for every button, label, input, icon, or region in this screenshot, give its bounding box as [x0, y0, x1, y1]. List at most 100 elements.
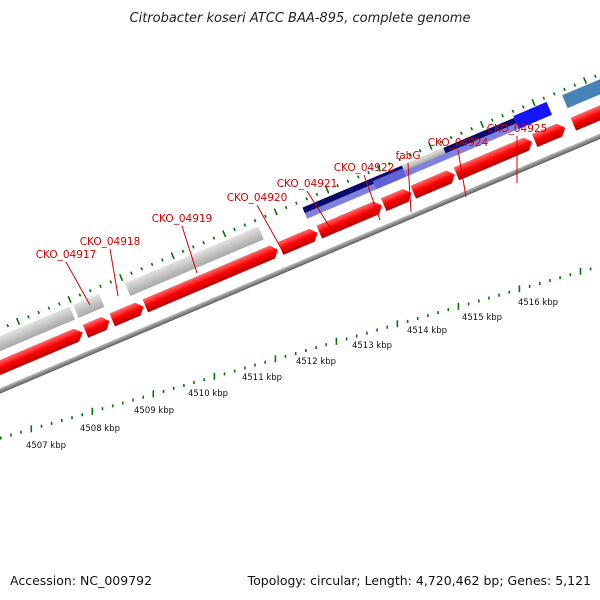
kbp-tick-mark [203, 378, 205, 382]
gene-leader-line [407, 162, 412, 213]
cds-arrow-8 [410, 170, 455, 199]
tick-mark [170, 252, 175, 260]
tick-mark [130, 271, 133, 275]
tick-mark [140, 267, 144, 271]
gray-feature-2 [73, 294, 105, 318]
kbp-label: 4510 kbp [188, 389, 228, 399]
lavender-feature-3 [404, 123, 519, 177]
kbp-tick-mark [569, 273, 572, 277]
kbp-tick-mark [0, 436, 2, 440]
cds-arrow-10 [531, 123, 566, 148]
cds-arrow-7 [381, 188, 412, 212]
kbp-tick-mark [223, 372, 226, 376]
tick-mark [582, 77, 588, 85]
cds-arrow-9 [453, 137, 532, 181]
tick-mark [15, 317, 21, 325]
tick-mark [243, 223, 247, 227]
gene-label: CKO_04921 [277, 178, 338, 190]
kbp-tick-mark [427, 314, 429, 318]
lavender-feature-2 [372, 168, 407, 190]
kbp-tick-mark [457, 302, 460, 310]
gene-label: CKO_04925 [487, 123, 548, 135]
tick-mark [284, 205, 288, 210]
kbp-tick-mark [162, 389, 165, 393]
kbp-label: 4507 kbp [26, 441, 66, 451]
cds-arrow-5 [277, 228, 318, 255]
gray-feature-4 [401, 147, 446, 172]
kbp-tick-mark [20, 430, 22, 434]
kbp-tick-mark [315, 346, 317, 350]
kbp-label: 4511 kbp [242, 373, 282, 383]
tick-mark [531, 98, 536, 107]
tick-mark [563, 87, 566, 92]
kbp-tick-mark [213, 372, 216, 380]
kbp-label: 4516 kbp [518, 298, 558, 308]
gray-feature-1 [0, 306, 76, 367]
kbp-label: 4515 kbp [462, 313, 502, 323]
gene-leader-line [181, 225, 198, 274]
map-title: Citrobacter koseri ATCC BAA-895, complet… [130, 11, 471, 26]
tick-mark [439, 140, 443, 144]
kbp-tick-mark [325, 343, 327, 347]
tick-mark [78, 293, 82, 297]
tick-mark [233, 227, 236, 232]
kbp-tick-mark [193, 381, 195, 385]
kbp-tick-mark [335, 337, 338, 345]
tick-mark [479, 120, 485, 128]
kbp-tick-mark [396, 320, 399, 328]
tick-mark [37, 310, 40, 315]
kbp-label: 4509 kbp [134, 406, 174, 416]
kbp-tick-mark [91, 407, 94, 415]
tick-mark [387, 162, 391, 166]
tick-mark [67, 295, 72, 303]
tick-mark [356, 175, 360, 179]
tick-mark [501, 113, 504, 118]
accession-text: Accession: NC_009792 [10, 573, 152, 588]
gene-leader-line [109, 248, 119, 297]
gene-label: CKO_04918 [80, 236, 141, 248]
kbp-tick-mark [40, 424, 43, 428]
kbp-tick-mark [274, 355, 277, 363]
tick-mark [367, 170, 370, 175]
kbp-tick-mark [549, 279, 551, 283]
tick-mark [109, 280, 113, 284]
blue-feature [513, 101, 552, 129]
kbp-tick-mark [294, 352, 297, 355]
tick-mark [418, 148, 422, 153]
gene-label: CKO_04919 [152, 213, 213, 225]
kbp-tick-mark [406, 319, 409, 323]
tick-mark [542, 96, 546, 100]
kbp-tick-mark [101, 407, 104, 411]
gene-leader-line [363, 174, 381, 221]
kbp-tick-mark [345, 337, 348, 341]
kbp-label: 4508 kbp [80, 424, 120, 434]
tick-mark [521, 105, 525, 109]
kbp-tick-mark [579, 267, 582, 275]
kbp-tick-mark [437, 311, 439, 315]
gene-label: fabG [396, 150, 421, 162]
kbp-tick-mark [50, 421, 53, 425]
tick-mark [305, 197, 309, 201]
tick-mark [222, 230, 227, 238]
kbp-tick-mark [172, 386, 175, 390]
cds-arrow-3 [109, 302, 144, 327]
kbp-tick-mark [244, 366, 246, 370]
tick-mark [376, 164, 381, 172]
tick-mark [57, 302, 61, 306]
tick-mark [408, 153, 412, 157]
tick-mark [552, 92, 556, 96]
tick-mark [88, 289, 92, 293]
tick-mark [336, 183, 339, 188]
kbp-tick-mark [122, 401, 124, 405]
kbp-tick-mark [467, 302, 470, 306]
kbp-tick-mark [366, 331, 368, 335]
gene-label: CKO_04922 [334, 162, 395, 174]
gene-label: CKO_04924 [428, 137, 489, 149]
tick-mark [325, 186, 330, 194]
tick-mark [490, 118, 494, 122]
kbp-tick-mark [61, 419, 63, 422]
kbp-tick-mark [30, 425, 33, 433]
kbp-tick-mark [71, 416, 73, 420]
kbp-label: 4513 kbp [352, 341, 392, 351]
kbp-label: 4512 kbp [296, 357, 336, 367]
